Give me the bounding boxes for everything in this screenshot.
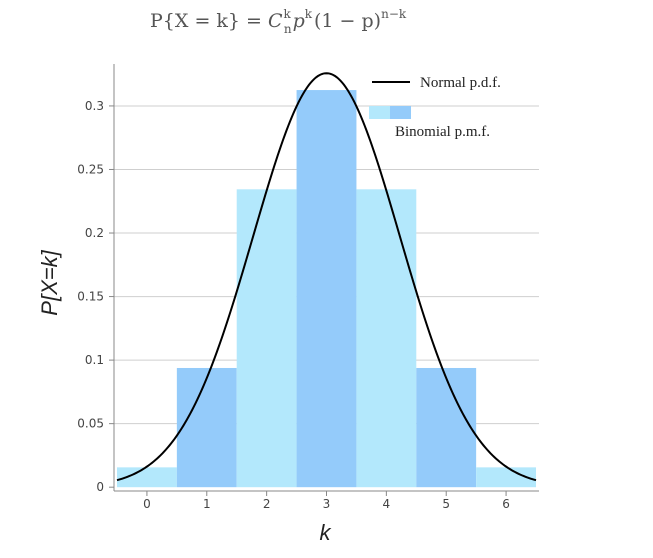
legend: Normal p.d.f. Binomial p.m.f. bbox=[369, 75, 501, 140]
chart-title: P{X = k} = Ck npk (1 − p)n−k bbox=[150, 7, 407, 36]
bar-k0 bbox=[116, 467, 177, 488]
title-p-sup: k bbox=[305, 7, 313, 21]
x-tick-label-4: 4 bbox=[383, 497, 391, 511]
x-tick-label-5: 5 bbox=[442, 497, 450, 511]
x-tick-label-0: 0 bbox=[143, 497, 151, 511]
x-tick-label-3: 3 bbox=[323, 497, 331, 511]
title-p: p bbox=[293, 10, 305, 32]
title-c: C bbox=[268, 10, 283, 32]
title-lhs: P{X = k} = bbox=[150, 10, 268, 32]
y-tick-labels: 0 0.05 0.1 0.15 0.2 0.25 0.3 bbox=[77, 99, 114, 494]
bar-k5 bbox=[416, 367, 477, 488]
title-c-sup: k bbox=[284, 7, 292, 21]
y-tick-label-1: 0.05 bbox=[77, 417, 104, 431]
legend-bar-swatch-dark bbox=[390, 106, 411, 119]
y-tick-label-2: 0.1 bbox=[85, 353, 104, 367]
legend-bar-swatch-light bbox=[369, 106, 390, 119]
legend-binomial-label: Binomial p.m.f. bbox=[395, 124, 490, 140]
y-tick-label-6: 0.3 bbox=[85, 99, 104, 113]
title-c-sub: n bbox=[284, 22, 292, 36]
x-tick-label-1: 1 bbox=[203, 497, 211, 511]
title-mid-sup: n−k bbox=[381, 7, 407, 21]
legend-normal-label: Normal p.d.f. bbox=[420, 75, 501, 91]
x-axis-label: k bbox=[320, 520, 332, 545]
title-mid: (1 − p) bbox=[314, 10, 381, 32]
bar-k2 bbox=[236, 189, 297, 488]
x-tick-labels: 0 1 2 3 4 5 6 bbox=[143, 491, 510, 511]
x-tick-label-6: 6 bbox=[502, 497, 510, 511]
y-tick-label-5: 0.25 bbox=[77, 162, 104, 176]
y-tick-label-0: 0 bbox=[96, 480, 104, 494]
y-axis-label: P[X=k] bbox=[37, 249, 62, 315]
y-tick-label-4: 0.2 bbox=[85, 226, 104, 240]
bars bbox=[116, 90, 537, 488]
bar-k4 bbox=[356, 189, 417, 488]
bar-k1 bbox=[176, 367, 237, 488]
y-tick-label-3: 0.15 bbox=[77, 290, 104, 304]
normal-curve-layer bbox=[116, 72, 537, 482]
normal-curve bbox=[116, 72, 537, 482]
bar-k3 bbox=[296, 90, 357, 488]
bar-k6 bbox=[476, 467, 537, 488]
x-tick-label-2: 2 bbox=[263, 497, 271, 511]
